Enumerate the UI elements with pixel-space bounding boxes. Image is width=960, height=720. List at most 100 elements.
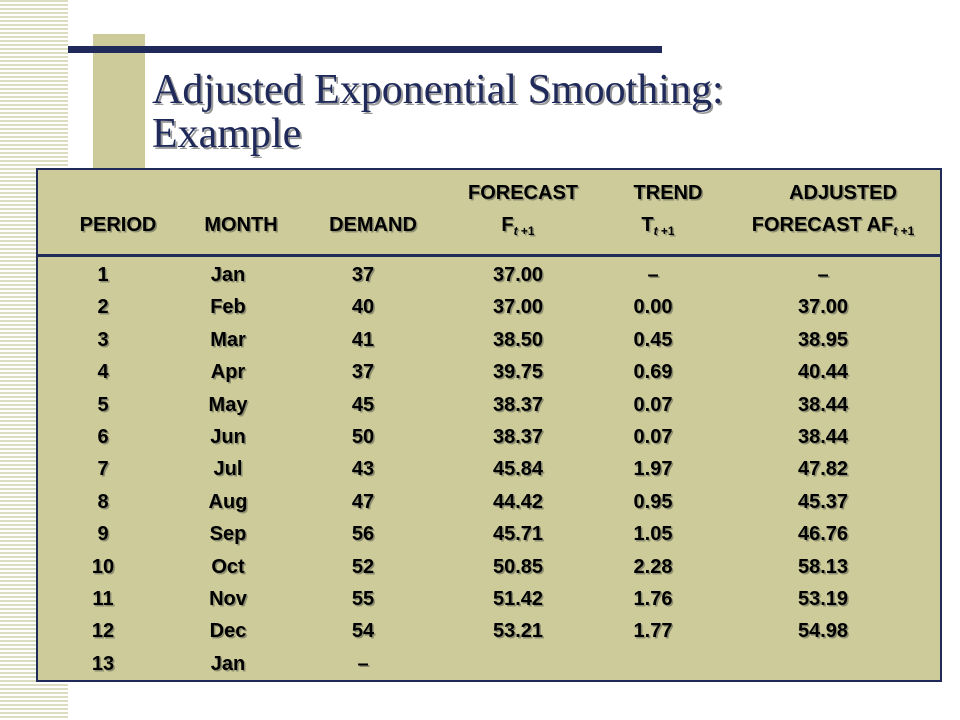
header-adjusted-symbol: FORECAST AFt +1	[728, 214, 938, 238]
header-demand: DEMAND	[329, 214, 417, 236]
cell-adjusted: 45.37	[797, 490, 849, 513]
cell-adjusted: 38.44	[797, 393, 849, 416]
header-trend-top: TREND	[633, 182, 703, 204]
cell-period: 8	[97, 490, 109, 513]
cell-forecast: 51.42	[492, 588, 544, 610]
cell-trend: 1.77	[633, 620, 673, 643]
cell-forecast: 37.00	[492, 264, 544, 286]
cell-demand: 54	[351, 620, 375, 643]
cell-adjusted: 46.76	[797, 523, 849, 546]
cell-month: Jul	[213, 458, 243, 481]
cell-demand: 43	[351, 458, 375, 481]
cell-adjusted: 54.98	[797, 620, 849, 643]
header-forecast-main: F	[501, 214, 514, 236]
cell-trend: 0.07	[633, 393, 673, 416]
table-row: 1 Jan 37 37.00 – –	[38, 264, 940, 296]
header-adjusted-top: ADJUSTED	[789, 182, 897, 204]
cell-trend: 0.07	[633, 426, 673, 448]
cell-adjusted: 38.44	[797, 426, 849, 448]
cell-month: Nov	[209, 588, 247, 610]
cell-month: Aug	[208, 490, 248, 513]
header-month: MONTH	[204, 214, 278, 236]
cell-trend: 1.76	[633, 588, 673, 610]
table-row: 4 Apr 37 39.75 0.69 40.44	[38, 361, 940, 393]
table-row: 2 Feb 40 37.00 0.00 37.00	[38, 296, 940, 328]
header-forecast-top: FORECAST	[468, 182, 578, 204]
cell-demand: 47	[351, 490, 375, 513]
cell-forecast: 38.37	[492, 393, 544, 416]
cell-adjusted: 38.95	[797, 328, 849, 351]
header-adjusted-main: FORECAST AF	[751, 214, 894, 236]
cell-period: 2	[97, 296, 109, 319]
cell-forecast: 44.42	[492, 490, 544, 513]
cell-period: 3	[97, 328, 109, 351]
header-trend-main: T	[641, 214, 654, 236]
cell-period: 4	[97, 361, 109, 384]
cell-adjusted: 37.00	[797, 296, 849, 319]
cell-period: 11	[92, 588, 114, 610]
cell-period: 12	[91, 620, 115, 643]
cell-forecast: 45.84	[492, 458, 544, 481]
cell-demand: 56	[351, 523, 375, 546]
cell-forecast: 38.50	[492, 328, 544, 351]
data-table-panel: FORECAST TREND ADJUSTED PERIOD MONTH DEM…	[36, 168, 942, 682]
cell-month: May	[208, 393, 248, 416]
cell-period: 1	[97, 264, 109, 286]
cell-trend: 0.00	[633, 296, 673, 319]
cell-month: Jan	[210, 652, 246, 675]
header-adjusted-sub-t: t	[893, 224, 898, 238]
cell-month: Jun	[210, 426, 246, 448]
table-row: 8 Aug 47 44.42 0.95 45.37	[38, 491, 940, 523]
header-trend-sub-rest: +1	[657, 224, 675, 238]
table-row: 11 Nov 55 51.42 1.76 53.19	[38, 588, 940, 620]
cell-trend: 0.95	[633, 490, 673, 513]
header-divider	[38, 254, 940, 257]
cell-month: Mar	[210, 328, 246, 351]
cell-demand: 40	[351, 296, 375, 319]
table-row: 10 Oct 52 50.85 2.28 58.13	[38, 556, 940, 588]
cell-forecast: 45.71	[492, 523, 544, 546]
cell-trend: 1.05	[633, 523, 673, 546]
cell-demand: 45	[351, 393, 375, 416]
header-trend-sub-t: t	[653, 224, 658, 238]
cell-period: 9	[97, 523, 109, 546]
table-row: 6 Jun 50 38.37 0.07 38.44	[38, 426, 940, 458]
cell-period: 10	[91, 555, 115, 578]
cell-adjusted: 47.82	[797, 458, 849, 481]
cell-demand: 55	[351, 588, 375, 610]
cell-adjusted: –	[817, 264, 829, 286]
header-trend-symbol: Tt +1	[618, 214, 698, 238]
cell-demand: 52	[351, 555, 375, 578]
cell-month: Sep	[209, 523, 247, 546]
cell-demand: 41	[351, 328, 375, 351]
cell-trend: 2.28	[633, 555, 673, 578]
table-row: 9 Sep 56 45.71 1.05 46.76	[38, 523, 940, 555]
cell-trend: 0.45	[633, 328, 673, 351]
decorative-tan-block	[93, 34, 145, 168]
table-row: 3 Mar 41 38.50 0.45 38.95	[38, 329, 940, 361]
cell-forecast: 39.75	[492, 361, 544, 384]
cell-period: 5	[97, 393, 109, 416]
slide-title-line1: Adjusted Exponential Smoothing:	[152, 67, 724, 113]
cell-trend: 1.97	[633, 458, 673, 481]
cell-forecast: 50.85	[492, 555, 544, 578]
cell-demand: 37	[351, 361, 375, 384]
cell-month: Dec	[209, 620, 247, 643]
cell-demand: –	[357, 652, 369, 675]
cell-period: 13	[91, 652, 115, 675]
cell-adjusted: 53.19	[797, 588, 849, 610]
slide-title-line2: Example	[152, 111, 302, 157]
cell-forecast: 37.00	[492, 296, 544, 319]
table-row: 12 Dec 54 53.21 1.77 54.98	[38, 620, 940, 652]
cell-demand: 50	[351, 426, 375, 448]
cell-forecast: 38.37	[492, 426, 544, 448]
cell-forecast: 53.21	[492, 620, 544, 643]
cell-month: Oct	[211, 555, 245, 578]
table-row: 7 Jul 43 45.84 1.97 47.82	[38, 458, 940, 490]
slide-title: Adjusted Exponential Smoothing: Example	[152, 68, 942, 156]
cell-period: 7	[97, 458, 109, 481]
cell-adjusted: 40.44	[797, 361, 849, 384]
cell-trend: 0.69	[633, 361, 673, 384]
header-period: PERIOD	[79, 214, 157, 236]
title-rule	[68, 46, 662, 53]
